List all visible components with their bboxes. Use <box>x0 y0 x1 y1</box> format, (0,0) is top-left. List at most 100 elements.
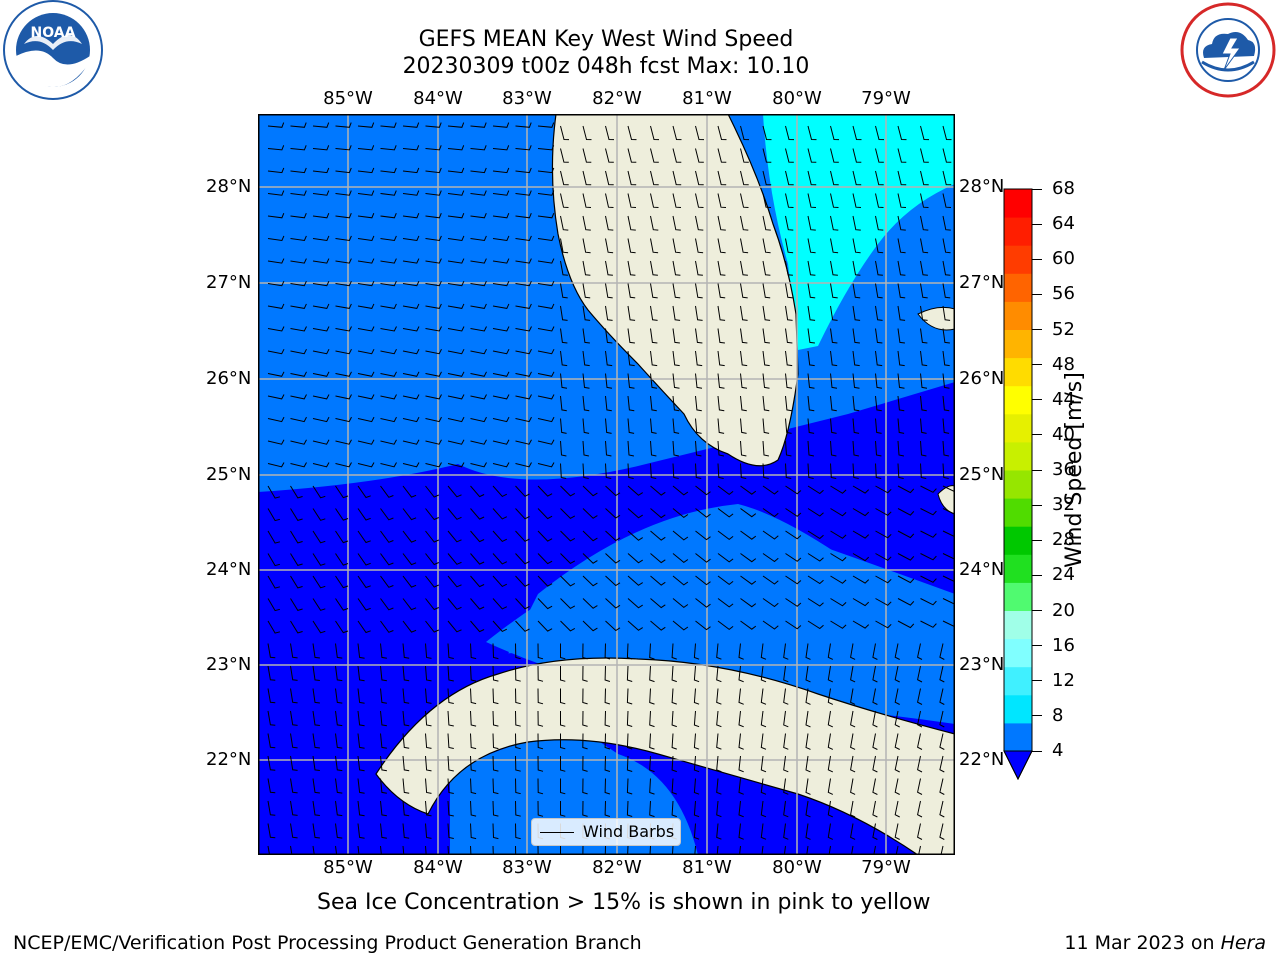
wind-barb <box>783 823 789 840</box>
wind-barb <box>783 778 789 795</box>
wind-barb <box>492 485 508 498</box>
wind-barb <box>267 530 281 544</box>
wind-barb <box>560 778 566 795</box>
wind-barb <box>335 485 349 499</box>
wind-barb <box>852 260 861 276</box>
colorbar-segment <box>1004 722 1032 752</box>
wind-barb <box>582 395 590 412</box>
wind-barb <box>537 845 539 855</box>
legend-label: Wind Barbs <box>583 822 675 841</box>
colorbar-segment <box>1004 301 1032 330</box>
wind-barb <box>716 710 722 728</box>
wind-barb <box>290 326 307 332</box>
wind-barb <box>717 215 726 231</box>
wind-barb <box>357 122 375 128</box>
wind-barb <box>312 280 330 287</box>
wind-barb <box>605 193 614 208</box>
wind-barb <box>560 125 570 141</box>
wind-barb <box>942 238 951 254</box>
wind-barb <box>740 193 749 208</box>
wind-barb <box>627 305 636 321</box>
wind-barb <box>875 508 892 516</box>
wind-barb <box>470 280 487 287</box>
wind-barb <box>605 305 613 321</box>
wind-barb <box>805 778 811 795</box>
wind-barb <box>939 778 945 795</box>
noaa-logo-text: NOAA <box>31 25 76 41</box>
wind-barb <box>920 373 928 389</box>
wind-barb <box>738 710 744 728</box>
wind-barb <box>425 778 432 794</box>
wind-barb <box>830 260 838 276</box>
wind-barb <box>852 215 861 231</box>
wind-barb <box>830 575 847 584</box>
wind-barb <box>850 665 856 683</box>
wind-barb <box>267 755 276 771</box>
wind-barb <box>492 462 510 468</box>
wind-barb <box>492 258 510 264</box>
wind-barb <box>897 260 906 276</box>
wind-barb <box>650 620 666 631</box>
wind-barb <box>717 305 726 321</box>
wind-barb <box>807 125 817 141</box>
wind-barb <box>380 665 387 682</box>
wind-barb <box>740 395 747 412</box>
wind-barb <box>783 710 789 728</box>
wind-barb <box>537 280 555 287</box>
wind-barb <box>695 485 711 496</box>
wind-barb <box>402 778 410 794</box>
wind-barb <box>872 823 878 840</box>
wind-barb <box>267 303 285 309</box>
wind-barb <box>672 350 680 367</box>
colorbar-segment <box>1004 498 1032 527</box>
wind-barb <box>447 145 465 151</box>
wind-barb <box>380 303 397 309</box>
wind-barb <box>582 688 588 705</box>
wind-barb <box>425 213 442 219</box>
wind-barb <box>560 148 569 163</box>
lat-label-left-1: 27°N <box>206 272 252 293</box>
wind-barb <box>402 394 420 400</box>
wind-barb <box>515 643 521 660</box>
wind-barb <box>762 575 779 585</box>
wind-barb <box>312 485 326 499</box>
wind-barb <box>425 598 439 611</box>
wind-barb <box>470 462 487 468</box>
wind-barb <box>917 778 923 795</box>
wind-barb <box>357 665 365 682</box>
wind-barb <box>740 418 747 434</box>
wind-barb <box>402 755 410 772</box>
wind-barb <box>897 463 904 479</box>
wind-barb <box>402 213 420 219</box>
wind-barb <box>357 553 371 566</box>
wind-barb <box>695 238 704 254</box>
colorbar-tick-mark <box>1032 574 1042 576</box>
wind-barb <box>917 823 923 840</box>
legend-line-swatch <box>540 832 574 833</box>
wind-barb <box>695 215 704 231</box>
wind-barb <box>312 508 326 521</box>
wind-barb <box>560 283 568 299</box>
wind-barb <box>357 508 371 521</box>
wind-barb <box>402 326 420 332</box>
lon-label-top-5: 80°W <box>772 88 822 109</box>
lat-label-right-1: 27°N <box>959 272 1005 293</box>
wind-barb <box>582 440 589 457</box>
wind-barb <box>783 755 789 773</box>
wind-barb <box>470 778 477 795</box>
wind-barb <box>267 733 276 749</box>
wind-barb <box>380 755 387 772</box>
wind-barb <box>939 710 945 728</box>
wind-barb <box>470 575 485 588</box>
wind-barb <box>605 440 612 457</box>
wind-barb <box>897 215 906 231</box>
wind-barb <box>897 283 906 299</box>
wind-barb <box>695 373 703 389</box>
wind-barb <box>267 620 281 634</box>
wind-barb <box>425 845 427 855</box>
wind-barb <box>627 440 634 457</box>
wind-barb <box>425 280 442 287</box>
lon-label-bottom-6: 79°W <box>861 857 911 878</box>
wind-barb <box>672 193 682 208</box>
wind-barb <box>290 371 307 377</box>
